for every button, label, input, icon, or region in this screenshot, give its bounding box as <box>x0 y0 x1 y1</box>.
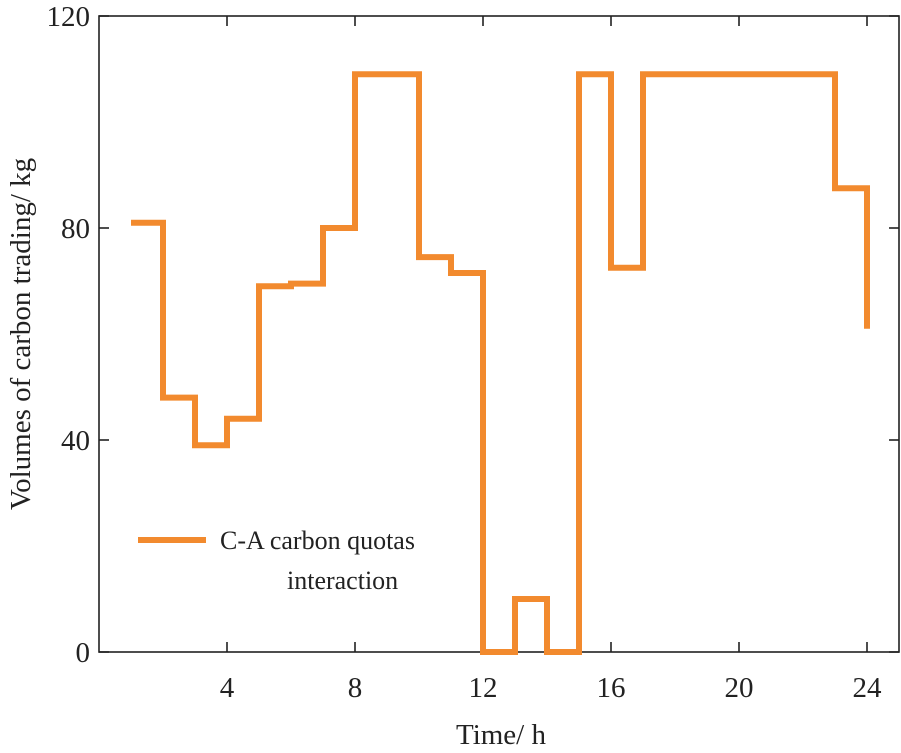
plot-frame <box>98 15 900 653</box>
x-tick-label: 4 <box>220 672 235 704</box>
x-tick-label: 24 <box>853 672 883 704</box>
series-line <box>131 71 870 655</box>
y-tick-label: 80 <box>61 213 90 245</box>
y-tick-label: 120 <box>47 1 91 33</box>
y-tick-label: 40 <box>61 425 90 457</box>
legend-label-line-2: interaction <box>287 566 398 595</box>
x-tick-label: 8 <box>348 672 363 704</box>
y-tick-label: 0 <box>76 637 91 669</box>
x-axis-title: Time/ h <box>456 719 546 751</box>
y-axis: 0 40 80 120 <box>47 1 899 669</box>
y-axis-title: Volumes of carbon trading/ kg <box>5 158 37 510</box>
x-tick-label: 12 <box>469 672 498 704</box>
legend: C-A carbon quotas interaction <box>138 526 415 595</box>
x-tick-label: 20 <box>725 672 754 704</box>
x-axis: 4 8 12 16 20 24 <box>220 16 882 704</box>
legend-label-line-1: C-A carbon quotas <box>220 526 415 555</box>
x-tick-label: 16 <box>597 672 626 704</box>
